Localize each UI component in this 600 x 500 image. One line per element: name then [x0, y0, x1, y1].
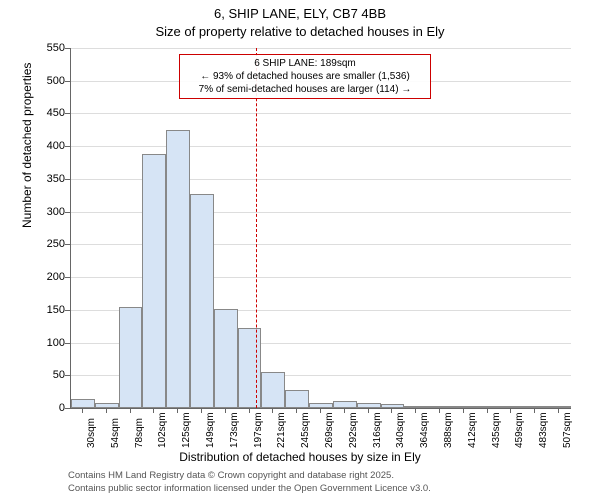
histogram-bar [119, 307, 143, 408]
gridline [71, 113, 571, 114]
histogram-bar [71, 399, 95, 408]
x-tick-label: 483sqm [538, 412, 549, 448]
x-tick-label: 30sqm [86, 418, 97, 448]
x-tick [82, 408, 83, 413]
x-tick [296, 408, 297, 413]
x-tick-label: 459sqm [514, 412, 525, 448]
y-tick-label: 50 [35, 369, 65, 381]
x-tick [225, 408, 226, 413]
x-tick-label: 435sqm [491, 412, 502, 448]
x-tick [177, 408, 178, 413]
plot-area: 6 SHIP LANE: 189sqm ← 93% of detached ho… [70, 48, 571, 409]
x-tick-label: 507sqm [562, 412, 573, 448]
chart-container: { "title": { "main": "6, SHIP LANE, ELY,… [0, 0, 600, 500]
y-tick [65, 310, 70, 311]
x-tick [391, 408, 392, 413]
x-tick [510, 408, 511, 413]
histogram-bar [214, 309, 238, 408]
x-tick-label: 245sqm [300, 412, 311, 448]
x-tick-label: 364sqm [419, 412, 430, 448]
x-tick-label: 292sqm [348, 412, 359, 448]
x-tick-label: 269sqm [324, 412, 335, 448]
x-tick-label: 173sqm [229, 412, 240, 448]
x-tick [439, 408, 440, 413]
x-tick [368, 408, 369, 413]
x-axis-label: Distribution of detached houses by size … [0, 450, 600, 464]
x-tick [415, 408, 416, 413]
x-tick-label: 78sqm [134, 418, 145, 448]
y-tick [65, 375, 70, 376]
x-tick [272, 408, 273, 413]
x-tick-label: 412sqm [467, 412, 478, 448]
footer-copyright-1: Contains HM Land Registry data © Crown c… [68, 470, 394, 481]
x-tick-label: 316sqm [372, 412, 383, 448]
y-tick [65, 113, 70, 114]
histogram-bar [166, 130, 190, 408]
x-tick [344, 408, 345, 413]
y-tick [65, 146, 70, 147]
x-tick-label: 221sqm [276, 412, 287, 448]
x-tick [106, 408, 107, 413]
chart-subtitle: Size of property relative to detached ho… [0, 24, 600, 39]
footer-copyright-2: Contains public sector information licen… [68, 483, 431, 494]
y-tick [65, 48, 70, 49]
y-tick-label: 250 [35, 238, 65, 250]
x-tick [249, 408, 250, 413]
x-tick-label: 125sqm [181, 412, 192, 448]
y-tick [65, 244, 70, 245]
histogram-bar [261, 372, 285, 408]
y-tick-label: 350 [35, 173, 65, 185]
x-tick-label: 388sqm [443, 412, 454, 448]
gridline [71, 146, 571, 147]
x-tick [201, 408, 202, 413]
annotation-line-2: ← 93% of detached houses are smaller (1,… [184, 70, 426, 83]
histogram-bar [238, 328, 262, 408]
x-tick-label: 149sqm [205, 412, 216, 448]
x-tick [534, 408, 535, 413]
y-tick [65, 343, 70, 344]
y-tick-label: 300 [35, 206, 65, 218]
x-tick [320, 408, 321, 413]
histogram-bar [190, 194, 214, 408]
y-tick-label: 550 [35, 42, 65, 54]
gridline [71, 48, 571, 49]
x-tick-label: 54sqm [110, 418, 121, 448]
annotation-line-3: 7% of semi-detached houses are larger (1… [184, 83, 426, 96]
y-tick [65, 179, 70, 180]
y-tick-label: 0 [35, 402, 65, 414]
y-tick [65, 277, 70, 278]
reference-line [256, 48, 257, 408]
x-tick-label: 340sqm [395, 412, 406, 448]
y-tick-label: 150 [35, 304, 65, 316]
y-axis-label: Number of detached properties [20, 63, 34, 228]
chart-title: 6, SHIP LANE, ELY, CB7 4BB [0, 6, 600, 21]
x-tick [463, 408, 464, 413]
x-tick [558, 408, 559, 413]
y-tick-label: 450 [35, 107, 65, 119]
y-tick-label: 200 [35, 271, 65, 283]
y-tick [65, 81, 70, 82]
y-tick [65, 408, 70, 409]
annotation-line-1: 6 SHIP LANE: 189sqm [184, 57, 426, 70]
x-tick [487, 408, 488, 413]
y-tick-label: 400 [35, 140, 65, 152]
histogram-bar [142, 154, 166, 408]
histogram-bar [285, 390, 309, 408]
x-tick-label: 102sqm [157, 412, 168, 448]
x-tick [153, 408, 154, 413]
annotation-box: 6 SHIP LANE: 189sqm ← 93% of detached ho… [179, 54, 431, 99]
y-tick-label: 500 [35, 75, 65, 87]
x-tick-label: 197sqm [253, 412, 264, 448]
y-tick [65, 212, 70, 213]
x-tick [130, 408, 131, 413]
y-tick-label: 100 [35, 337, 65, 349]
